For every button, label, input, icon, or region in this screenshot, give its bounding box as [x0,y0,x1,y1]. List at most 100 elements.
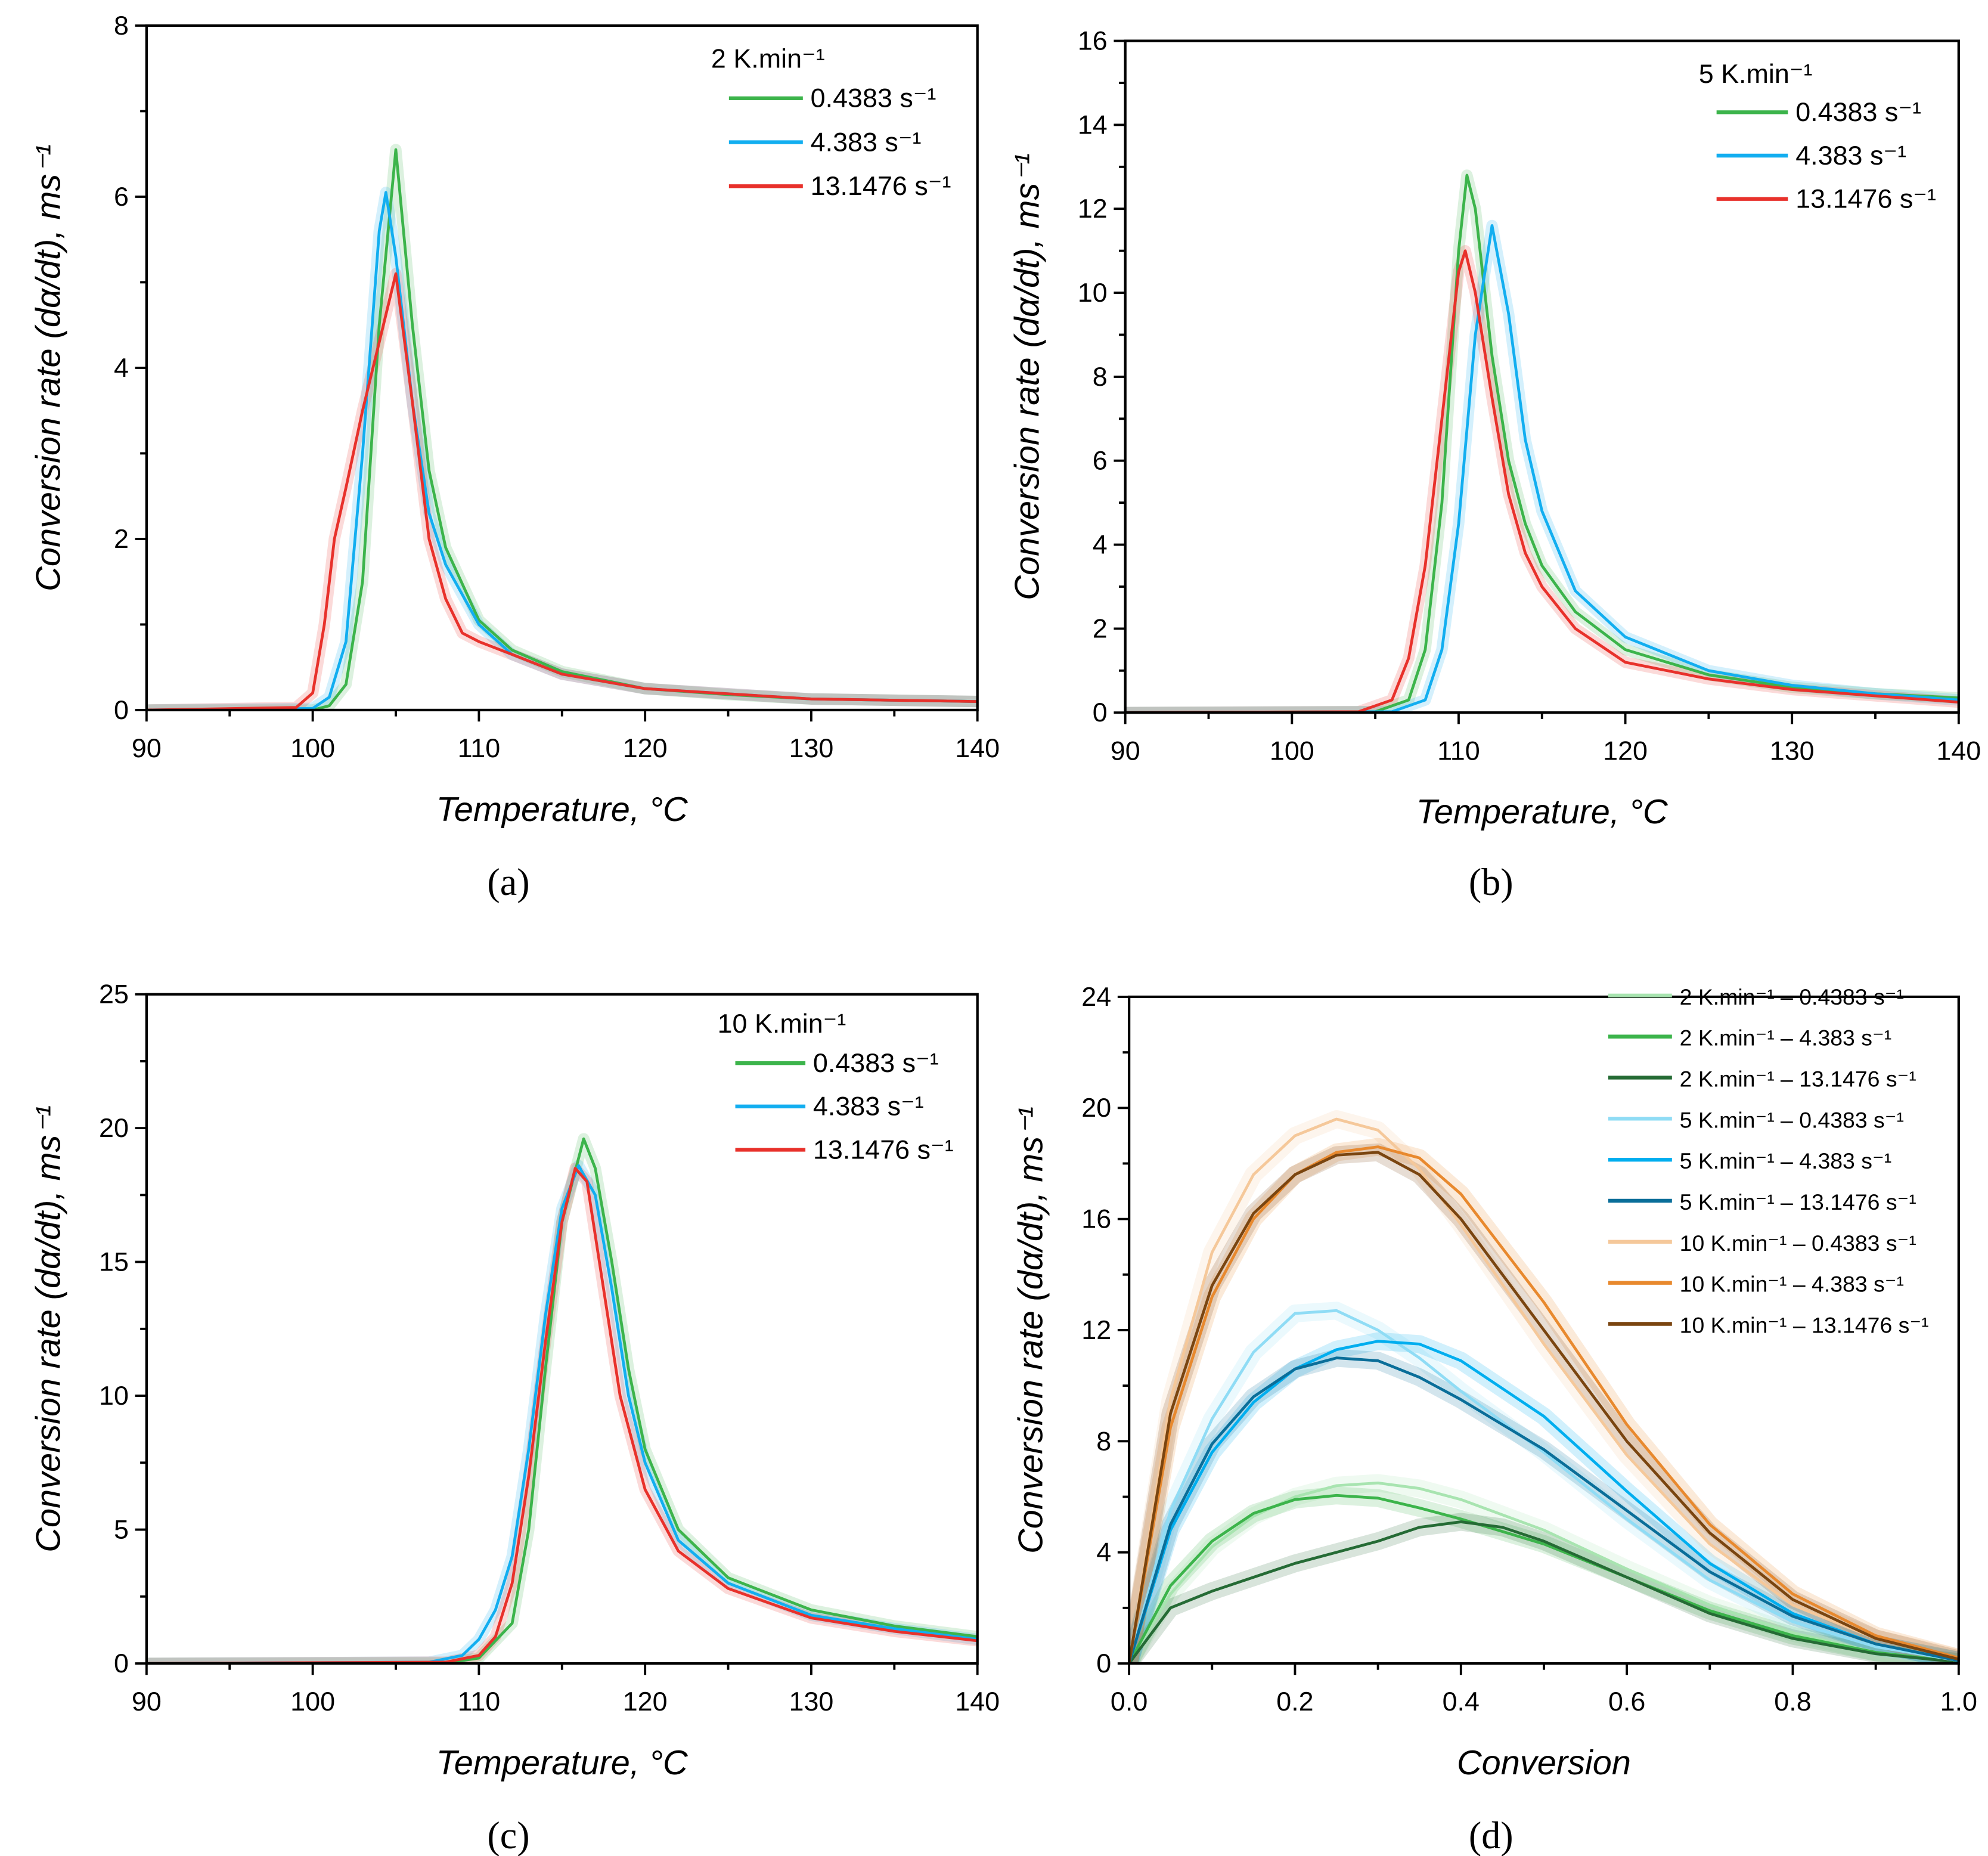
legend-label: 10 K.min⁻¹ – 0.4383 s⁻¹ [1680,1231,1916,1256]
x-tick-label: 120 [623,1686,668,1716]
x-tick-label: 0.6 [1608,1686,1645,1716]
legend-label: 5 K.min⁻¹ – 4.383 s⁻¹ [1680,1148,1892,1173]
y-axis-title: Conversion rate (dα/dt), ms⁻¹ [29,1105,67,1553]
y-tick-label: 10 [99,1380,129,1411]
x-tick-label: 130 [789,733,833,763]
y-tick-label: 0 [114,695,129,725]
series-line [1125,249,1959,713]
plot-area [146,144,978,710]
x-tick-label: 110 [1437,735,1480,766]
series-band [146,144,978,710]
panel-label: (b) [1469,861,1514,903]
legend: 5 K.min⁻¹ 0.4383 s⁻¹ 4.383 s⁻¹ 13.1476 s⁻¹ [1699,58,1936,214]
series-band [146,268,978,710]
x-tick-label: 130 [1770,735,1815,766]
x-tick-label: 90 [1111,735,1140,766]
y-tick-label: 10 [1078,277,1108,308]
x-tick-label: 100 [290,733,335,763]
y-axis-title: Conversion rate (dα/dt), ms⁻¹ [1012,1107,1050,1554]
x-tick-label: 90 [132,733,162,763]
legend: 2 K.min⁻¹ – 0.4383 s⁻¹ 2 K.min⁻¹ – 4.383 … [1608,984,1929,1337]
series-line [1129,1520,1959,1664]
legend-title: 2 K.min⁻¹ [711,43,825,73]
series-band [1125,245,1959,713]
panel-a: 90 100 110 120 130 140 0 2 4 6 8 Temperature, °C Con… [29,10,1000,903]
y-axis-title: Conversion rate (dα/dt), ms⁻¹ [29,144,67,591]
y-tick-label: 4 [1093,529,1108,560]
series-band [1125,169,1959,713]
legend-label: 4.383 s⁻¹ [813,1091,924,1121]
legend-label: 2 K.min⁻¹ – 0.4383 s⁻¹ [1680,984,1904,1009]
panel-c: 90 100 110 120 130 140 0 5 10 15 20 25 Temperature, … [29,979,1000,1856]
y-tick-label: 8 [1096,1426,1111,1456]
y-tick-label: 24 [1081,981,1111,1012]
y-tick-label: 14 [1078,109,1108,140]
legend-label: 5 K.min⁻¹ – 13.1476 s⁻¹ [1680,1189,1916,1214]
x-tick-label: 130 [789,1686,833,1716]
series-line [1129,1356,1959,1664]
x-tick-label: 120 [1603,735,1648,766]
y-tick-label: 6 [114,181,129,212]
legend-label: 13.1476 s⁻¹ [1795,184,1936,214]
x-tick-label: 0.0 [1111,1686,1147,1716]
legend-label: 13.1476 s⁻¹ [811,171,951,201]
legend-label: 2 K.min⁻¹ – 13.1476 s⁻¹ [1680,1066,1916,1091]
series-line [1125,224,1959,713]
y-tick-label: 8 [1093,361,1108,392]
y-tick-label: 16 [1081,1204,1111,1234]
y-tick-label: 12 [1081,1315,1111,1345]
series-line [1129,1340,1959,1664]
y-tick-label: 2 [114,523,129,554]
y-tick-label: 12 [1078,193,1108,224]
legend-title: 5 K.min⁻¹ [1699,58,1813,89]
x-tick-label: 0.2 [1276,1686,1313,1716]
y-tick-label: 0 [114,1648,129,1678]
legend-label: 10 K.min⁻¹ – 13.1476 s⁻¹ [1680,1312,1929,1337]
x-tick-label: 100 [290,1686,335,1716]
y-tick-label: 16 [1078,26,1108,56]
series-line [1129,1309,1959,1664]
legend-title: 10 K.min⁻¹ [718,1008,846,1039]
series-line [146,1137,978,1664]
series-line [146,148,978,710]
x-axis-title: Temperature, °C [436,1744,688,1782]
x-tick-label: 0.4 [1443,1686,1480,1716]
series-band [146,1162,978,1664]
x-tick-label: 1.0 [1940,1686,1977,1716]
legend-label: 4.383 s⁻¹ [811,126,922,157]
legend-label: 2 K.min⁻¹ – 4.383 s⁻¹ [1680,1025,1892,1051]
y-tick-label: 15 [99,1247,129,1277]
x-axis-title: Temperature, °C [1416,793,1668,831]
x-tick-label: 140 [955,733,1000,763]
y-tick-label: 20 [1081,1092,1111,1123]
x-tick-label: 110 [458,1686,501,1716]
legend: 10 K.min⁻¹ 0.4383 s⁻¹ 4.383 s⁻¹ 13.1476 s⁻¹ [718,1008,954,1165]
series-line [146,191,978,710]
x-tick-label: 140 [1936,735,1981,766]
y-tick-label: 20 [99,1113,129,1143]
legend-label: 0.4383 s⁻¹ [1795,97,1921,127]
x-axis-title: Conversion [1457,1744,1631,1782]
y-axis-title: Conversion rate (dα/dt), ms⁻¹ [1008,153,1046,600]
series-line [1129,1481,1959,1664]
legend-label: 10 K.min⁻¹ – 4.383 s⁻¹ [1680,1272,1904,1297]
legend-label: 4.383 s⁻¹ [1795,140,1906,171]
plot-area [1129,1110,1959,1664]
y-tick-label: 2 [1093,613,1108,643]
series-line [146,1167,978,1664]
x-tick-label: 0.8 [1774,1686,1811,1716]
plot-area [146,1133,978,1664]
y-tick-label: 0 [1093,697,1108,727]
x-tick-label: 120 [623,733,668,763]
panel-label: (d) [1469,1814,1514,1856]
series-band [1125,219,1959,713]
y-tick-label: 4 [114,352,129,383]
panel-b: 90 100 110 120 130 140 0 2 4 6 8 10 12 14 16 Temperatur… [1008,26,1981,903]
x-tick-label: 110 [458,733,501,763]
y-tick-label: 8 [114,10,129,41]
x-tick-label: 90 [132,1686,162,1716]
legend-label: 13.1476 s⁻¹ [813,1134,954,1164]
legend-label: 0.4383 s⁻¹ [811,83,936,113]
series-line [1129,1151,1959,1664]
